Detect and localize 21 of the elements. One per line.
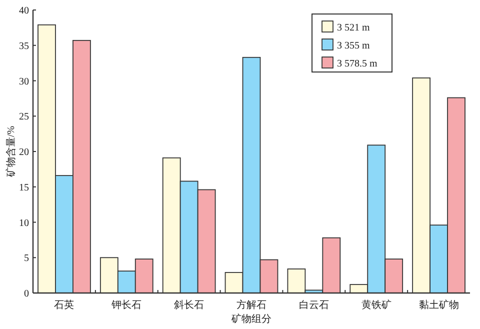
y-tick-label: 5 — [24, 253, 29, 264]
legend-label: 3 578.5 m — [337, 58, 378, 70]
x-tick-label: 白云石 — [298, 299, 329, 311]
x-axis-title: 矿物组分 — [230, 313, 272, 325]
y-tick-label: 15 — [19, 182, 29, 194]
x-tick-label: 黏土矿物 — [418, 299, 459, 311]
x-tick-label: 石英 — [54, 299, 74, 311]
y-tick-label: 40 — [19, 6, 29, 16]
y-tick-label: 20 — [19, 147, 29, 158]
x-tick-label: 钾长石 — [110, 299, 142, 311]
y-tick-label: 0 — [24, 288, 29, 300]
legend-label: 3 355 m — [337, 40, 370, 52]
y-tick-label: 30 — [19, 76, 29, 88]
y-tick-label: 35 — [19, 40, 29, 52]
x-tick-label: 方解石 — [236, 299, 266, 311]
x-tick-label: 黄铁矿 — [361, 299, 392, 311]
legend-label: 3 521 m — [337, 22, 370, 34]
y-tick-label: 10 — [19, 218, 29, 229]
x-tick-label: 斜长石 — [174, 299, 204, 311]
y-axis-title: 矿物含量/% — [5, 126, 17, 178]
y-tick-label: 25 — [19, 112, 29, 123]
